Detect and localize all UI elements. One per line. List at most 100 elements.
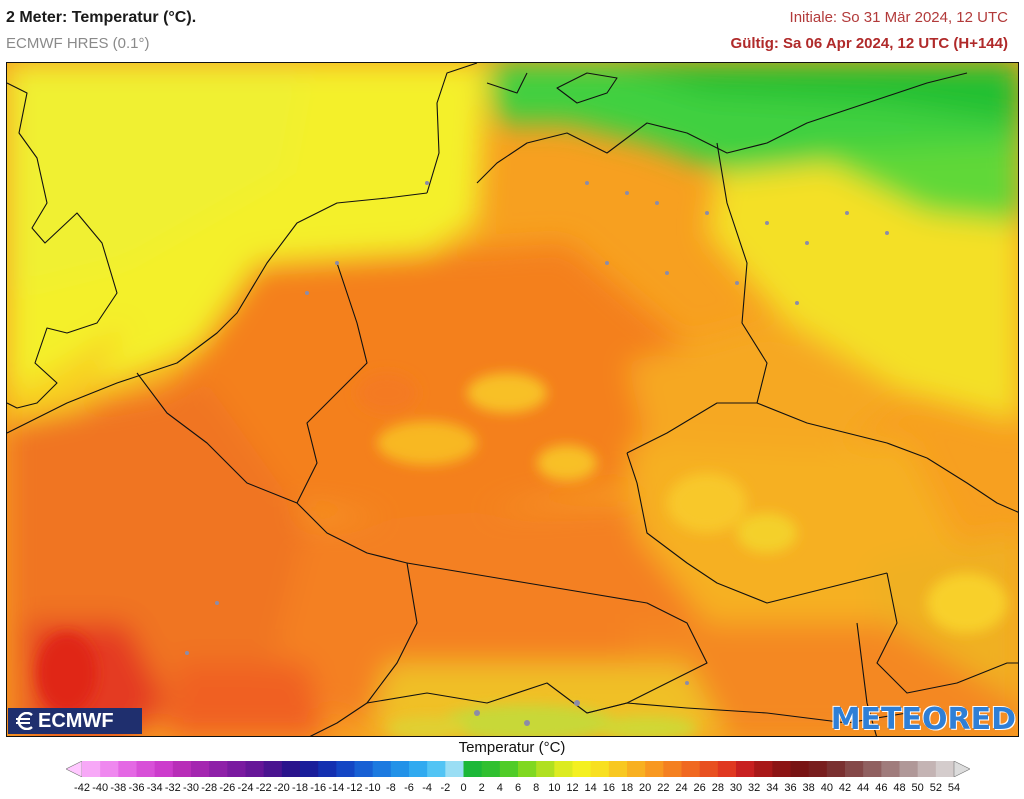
legend-swatch [372,761,392,777]
legend-tick-label: -38 [110,782,127,794]
legend-tick-label: 6 [514,782,522,794]
legend-tick-label: -8 [385,782,396,794]
legend-swatch [427,761,446,777]
legend-swatch [463,761,483,777]
legend-swatch [227,761,246,777]
legend-tick-label: 54 [947,782,961,794]
ecmwf-mark-icon [16,712,33,730]
legend-swatch [826,761,846,777]
legend-tick-label: 0 [460,782,467,794]
init-time: Initiale: So 31 Mär 2024, 12 UTC [789,9,1008,26]
legend-tick-label: -2 [440,782,451,794]
legend-swatch [390,761,410,777]
legend-arrow-high [953,761,970,777]
legend-tick-label: 30 [729,782,743,794]
legend-tick-label: 32 [748,782,761,794]
legend-tick-label: -28 [201,782,218,794]
legend-swatch [608,761,628,777]
legend-tick-label: 14 [584,782,597,794]
header-left: 2 Meter: Temperatur (°C). ECMWF HRES (0.… [6,8,196,54]
legend-tick-label: -32 [164,782,181,794]
legend-swatch [845,761,864,777]
meteored-logo: METEORED [830,702,1016,737]
header-right: Initiale: So 31 Mär 2024, 12 UTC Gültig:… [731,8,1008,54]
model-label: ECMWF HRES (0.1°) [6,35,150,52]
legend-tick-label: 8 [533,782,540,794]
legend-swatch [590,761,610,777]
legend-tick-label: 28 [711,782,724,794]
legend-swatch [717,761,737,777]
legend-tick-label: -22 [255,782,272,794]
legend-tick-label: 40 [820,782,833,794]
legend-tick-label: 24 [675,782,688,794]
legend-tick-label: 50 [911,782,924,794]
legend-swatch [536,761,555,777]
legend-tick-label: -6 [404,782,414,794]
map-canvas [7,63,1018,736]
legend-tick-label: -42 [74,782,90,794]
lakes [185,181,889,726]
legend-swatch [154,761,174,777]
legend-swatch [699,761,719,777]
legend-tick-label: 38 [802,782,815,794]
legend-tick-label: 4 [496,782,503,794]
legend-tick-label: 12 [566,782,579,794]
legend-tick-label: -4 [422,782,433,794]
legend-color-bar [66,761,970,777]
map-title: 2 Meter: Temperatur (°C). [6,9,197,26]
legend-swatch [572,761,592,777]
legend-swatch [209,761,228,777]
legend-tick-label: -26 [219,782,236,794]
legend-tick-label: 26 [693,782,706,794]
legend-swatch [191,761,210,777]
temperature-map[interactable] [6,62,1019,737]
legend-swatch [754,761,773,777]
legend-tick-label: -16 [310,782,327,794]
legend-swatch [354,761,374,777]
legend-swatch [627,761,646,777]
legend-swatch [409,761,428,777]
legend-tick-label: 2 [478,782,485,794]
legend-swatch [518,761,537,777]
legend-swatch [318,761,337,777]
valid-time: Gültig: Sa 06 Apr 2024, 12 UTC (H+144) [730,35,1008,52]
legend-swatch [245,761,265,777]
legend-swatch [263,761,283,777]
legend-tick-label: 46 [875,782,888,794]
legend-swatch [863,761,882,777]
legend-tick-label: 36 [784,782,797,794]
ecmwf-logo-text: ECMWF [38,709,114,732]
legend-tick-label: -10 [364,782,381,794]
legend-tick-label: 18 [620,782,634,794]
legend-swatch [82,761,101,777]
legend-tick-label: 48 [893,782,906,794]
legend-swatch [881,761,900,777]
legend-swatch [100,761,119,777]
legend-swatch [663,761,682,777]
legend-tick-label: 10 [548,782,561,794]
legend-tick-label: -12 [346,782,363,794]
legend-swatch [772,761,791,777]
legend-swatch [300,761,319,777]
legend-swatch [554,761,573,777]
legend-tick-label: 34 [766,782,779,794]
legend-tick-label: 20 [639,782,652,794]
legend-swatch [118,761,137,777]
legend-swatch [899,761,919,777]
legend-tick-label: 22 [657,782,670,794]
legend-swatch [481,761,501,777]
legend-tick-label: -36 [128,782,145,794]
legend-swatch [808,761,828,777]
legend-tick-label: -24 [237,782,254,794]
legend-swatch [935,761,955,777]
legend-tick-label: -40 [92,782,109,794]
legend-swatch [136,761,156,777]
legend-swatch [281,761,301,777]
legend-swatch [736,761,755,777]
legend-labels: -42 -40 -38 -36 -34 -32 -30 -28 -26 -24 -22 -20 -18-… [0,782,1024,798]
legend-tick-label: 42 [838,782,852,794]
legend-swatch [790,761,810,777]
legend-title: Temperatur (°C) [458,739,566,756]
legend-swatch [917,761,937,777]
legend-tick-label: -14 [328,782,345,794]
